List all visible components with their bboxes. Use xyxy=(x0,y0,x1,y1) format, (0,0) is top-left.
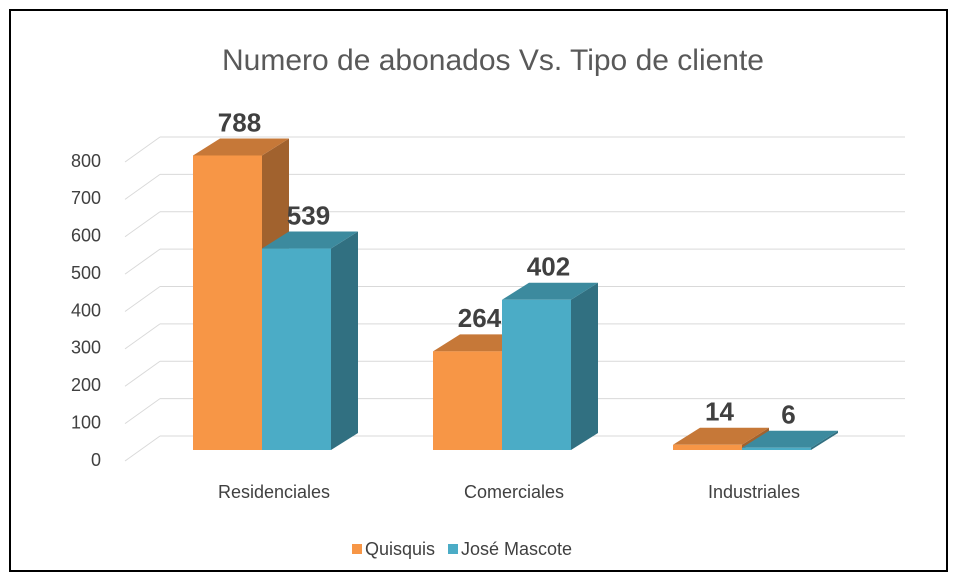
x-tick-label: Residenciales xyxy=(218,482,330,502)
data-label: 402 xyxy=(527,252,570,282)
grid-line-depth xyxy=(124,173,161,200)
bar xyxy=(673,444,742,450)
bar-top xyxy=(742,430,838,448)
y-tick-label: 400 xyxy=(71,300,101,320)
bar xyxy=(433,351,502,450)
grid-line-depth xyxy=(124,248,161,275)
grid-line-depth xyxy=(124,211,161,238)
data-label: 788 xyxy=(218,107,261,137)
y-tick-label: 100 xyxy=(71,412,101,432)
y-tick-label: 600 xyxy=(71,226,101,246)
grid-line-depth xyxy=(124,136,161,163)
grid-line-depth xyxy=(124,286,161,312)
y-tick-label: 300 xyxy=(71,338,101,358)
data-label: 264 xyxy=(458,303,502,333)
grid-line-depth xyxy=(124,398,161,425)
grid-line-depth xyxy=(124,360,161,387)
bar-top xyxy=(193,138,289,156)
bar-side xyxy=(571,282,598,450)
legend-label: Quisquis xyxy=(365,539,435,559)
bar xyxy=(262,248,331,450)
legend-swatch xyxy=(448,544,458,554)
chart-border xyxy=(9,9,948,572)
y-tick-label: 700 xyxy=(71,188,101,208)
chart-title: Numero de abonados Vs. Tipo de cliente xyxy=(222,44,764,77)
y-tick-label: 800 xyxy=(71,151,101,171)
y-tick-label: 0 xyxy=(91,450,101,470)
legend-swatch xyxy=(352,544,362,554)
bar-top xyxy=(262,231,358,249)
bar-side xyxy=(331,231,358,450)
y-tick-label: 200 xyxy=(71,375,101,395)
x-tick-label: Comerciales xyxy=(464,482,564,502)
data-label: 6 xyxy=(781,400,795,430)
bar xyxy=(502,299,571,450)
x-tick-label: Industriales xyxy=(708,482,800,502)
grid-line-depth xyxy=(124,435,161,462)
bar xyxy=(193,155,262,451)
bar-top xyxy=(673,427,769,445)
data-label: 539 xyxy=(287,200,330,230)
data-label: 14 xyxy=(705,397,734,427)
legend-label: José Mascote xyxy=(461,539,572,559)
bar xyxy=(742,447,811,450)
bar-side xyxy=(811,430,838,450)
bar-top xyxy=(502,282,598,300)
y-tick-label: 500 xyxy=(71,263,101,283)
grid-line-depth xyxy=(124,323,161,350)
